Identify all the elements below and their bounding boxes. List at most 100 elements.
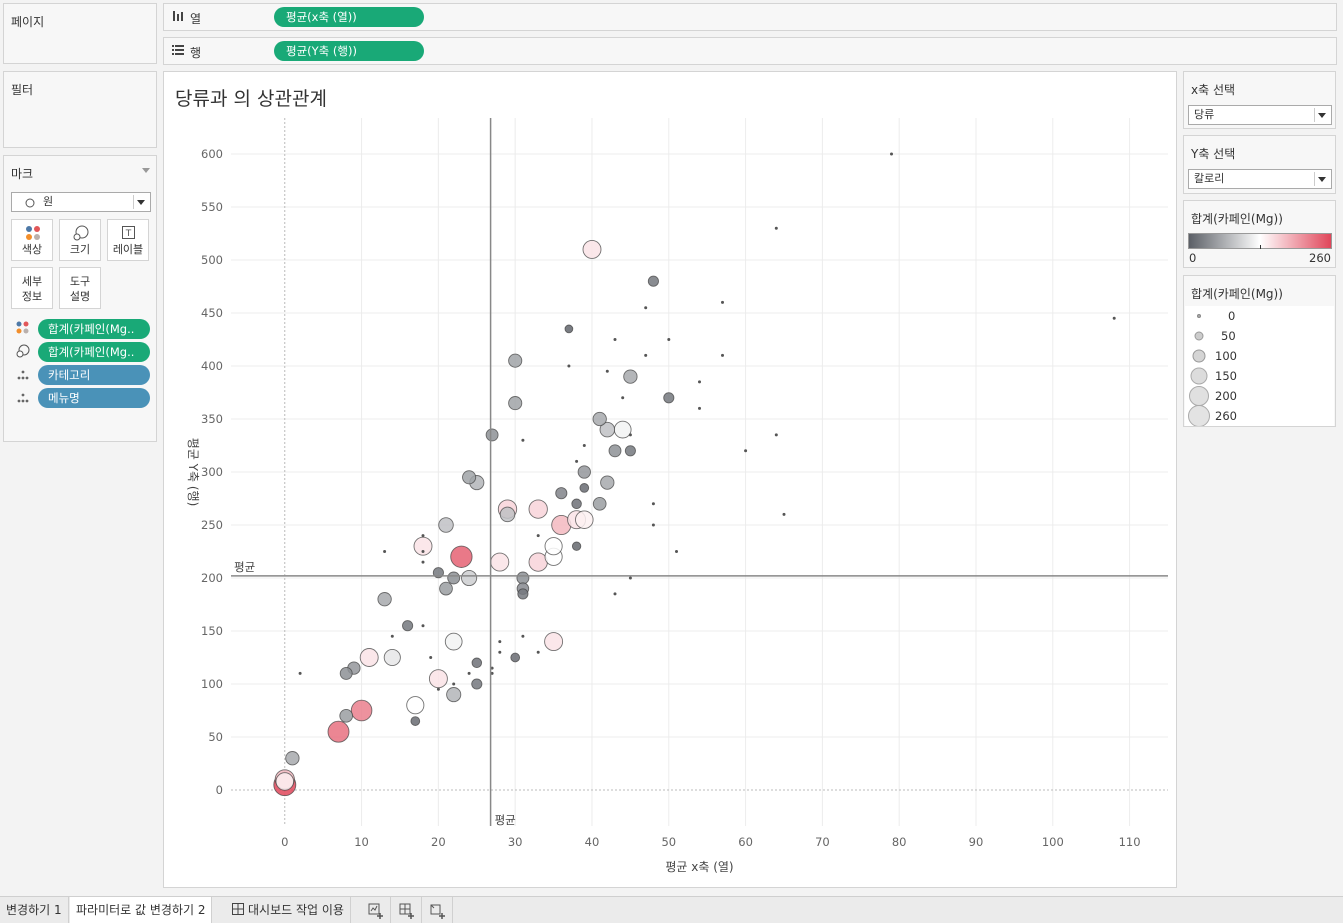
marks-menu-icon[interactable] bbox=[142, 168, 150, 174]
scatter-plot[interactable]: 0 10 20 30 40 50 60 70 80 90 100 110 0 50 100 150 200 250… bbox=[164, 72, 1176, 887]
tab-dashboard-label: 대시보드 작업 이용 bbox=[248, 903, 344, 917]
size-legend-title: 합계(카페인(Mg)) bbox=[1191, 287, 1283, 301]
filters-panel[interactable]: 필터 bbox=[3, 71, 157, 148]
scatter-point bbox=[498, 640, 502, 644]
columns-label: 열 bbox=[190, 12, 202, 26]
x-tick-label: 50 bbox=[661, 835, 676, 849]
new-worksheet-icon bbox=[368, 903, 383, 919]
size-legend-label: 260 bbox=[1215, 409, 1237, 423]
scatter-point bbox=[406, 696, 425, 715]
size-button[interactable]: 크기 bbox=[59, 219, 101, 261]
scatter-point bbox=[377, 592, 392, 607]
rows-pill[interactable]: 평균(Y축 (행)) bbox=[274, 41, 424, 61]
scatter-point bbox=[567, 364, 571, 368]
scatter-point bbox=[517, 588, 529, 600]
x-param-title: x축 선택 bbox=[1191, 83, 1236, 97]
circle-mark-icon bbox=[25, 198, 35, 208]
x-param-dropdown[interactable]: 당류 bbox=[1188, 105, 1332, 125]
size-field-pill[interactable]: 합계(카페인(Mg.. bbox=[38, 342, 150, 362]
y-param-panel[interactable]: Y축 선택 칼로리 bbox=[1183, 135, 1336, 194]
size-legend-circles bbox=[1188, 314, 1210, 426]
scatter-point bbox=[536, 534, 540, 538]
new-story-button[interactable] bbox=[423, 897, 453, 923]
size-legend-label: 200 bbox=[1215, 389, 1237, 403]
color-field-pill[interactable]: 합계(카페인(Mg.. bbox=[38, 319, 150, 339]
y-tick-label: 400 bbox=[201, 359, 223, 373]
color-legend-title: 합계(카페인(Mg)) bbox=[1191, 212, 1283, 226]
scatter-point bbox=[490, 666, 494, 670]
tab-sheet-2[interactable]: 파라미터로 값 변경하기 2 bbox=[70, 897, 213, 923]
scatter-point bbox=[675, 550, 678, 553]
color-icon bbox=[26, 226, 40, 240]
size-field-icon bbox=[16, 344, 30, 358]
scatter-point bbox=[508, 396, 523, 411]
scatter-point bbox=[890, 152, 893, 156]
y-tick-label: 350 bbox=[201, 412, 223, 426]
scatter-point bbox=[339, 666, 353, 680]
y-axis-title: 평균 Y축 (행) bbox=[186, 438, 201, 506]
scatter-point bbox=[536, 650, 540, 654]
scatter-point bbox=[582, 239, 602, 259]
mark-type-dropdown[interactable]: 원 bbox=[11, 192, 151, 212]
color-label: 색상 bbox=[21, 243, 43, 256]
y-param-dropdown[interactable]: 칼로리 bbox=[1188, 169, 1332, 189]
columns-pill[interactable]: 평균(x축 (열)) bbox=[274, 7, 424, 27]
x-mean-label: 평균 bbox=[495, 813, 516, 827]
color-legend[interactable]: 합계(카페인(Mg)) 0 260 bbox=[1183, 200, 1336, 268]
columns-shelf[interactable]: 열 평균(x축 (열)) bbox=[163, 3, 1337, 31]
scatter-point bbox=[275, 772, 295, 791]
scatter-point bbox=[439, 581, 453, 596]
scatter-point bbox=[613, 338, 617, 341]
y-tick-label: 0 bbox=[216, 783, 223, 797]
label-button[interactable]: T 레이블 bbox=[107, 219, 149, 261]
scatter-point bbox=[744, 449, 748, 453]
scatter-point bbox=[605, 369, 609, 373]
scatter-point bbox=[575, 459, 579, 463]
size-legend[interactable]: 합계(카페인(Mg)) 0 50 100 150 200 260 bbox=[1183, 275, 1336, 427]
scatter-point bbox=[429, 656, 433, 659]
y-tick-label: 550 bbox=[201, 200, 223, 214]
scatter-point bbox=[698, 406, 701, 410]
category-field-pill[interactable]: 카테고리 bbox=[38, 365, 150, 385]
scatter-point bbox=[444, 632, 463, 651]
x-tick-label: 10 bbox=[354, 835, 369, 849]
svg-text:T: T bbox=[125, 229, 132, 239]
scatter-point bbox=[774, 433, 778, 437]
size-legend-items: 0 50 100 150 200 260 bbox=[1185, 306, 1334, 426]
size-legend-label: 50 bbox=[1221, 329, 1236, 343]
scatter-point bbox=[499, 506, 516, 523]
y-tick-label: 50 bbox=[208, 730, 223, 744]
scatter-point bbox=[390, 634, 394, 638]
scatter-point bbox=[285, 751, 300, 766]
y-tick-label: 250 bbox=[201, 518, 223, 532]
scatter-point bbox=[428, 669, 448, 689]
tooltip-button[interactable]: 도구 설명 bbox=[59, 267, 101, 309]
tab-dashboard[interactable]: 대시보드 작업 이용 bbox=[225, 897, 351, 923]
tab-sheet-1[interactable]: 변경하기 1 bbox=[0, 897, 69, 923]
menu-name-field-pill[interactable]: 메뉴명 bbox=[38, 388, 150, 408]
new-worksheet-button[interactable] bbox=[361, 897, 391, 923]
detail-button[interactable]: 세부 정보 bbox=[11, 267, 53, 309]
scatter-point bbox=[421, 560, 425, 564]
marks-panel[interactable]: 마크 원 색상 크기 T 레이블 세부 정보 도구 설명 합계(카페인(Mg..… bbox=[3, 155, 157, 442]
pages-panel[interactable]: 페이지 bbox=[3, 3, 157, 64]
scatter-point bbox=[613, 592, 617, 596]
scatter-point bbox=[555, 487, 568, 500]
scatter-point bbox=[577, 465, 591, 479]
y-tick-label: 100 bbox=[201, 677, 223, 691]
new-dashboard-button[interactable] bbox=[392, 897, 422, 923]
chart-area[interactable]: 당류과 의 상관관계 0 10 20 30 40 50 60 70 80 90 100 110 0 50 1… bbox=[163, 71, 1177, 888]
color-legend-max: 260 bbox=[1309, 251, 1331, 265]
dashboard-icon bbox=[232, 903, 244, 915]
x-param-panel[interactable]: x축 선택 당류 bbox=[1183, 71, 1336, 129]
color-button[interactable]: 색상 bbox=[11, 219, 53, 261]
mark-type-value: 원 bbox=[43, 195, 54, 208]
scatter-point bbox=[721, 300, 724, 304]
scatter-point bbox=[471, 678, 483, 690]
scatter-point bbox=[667, 338, 671, 341]
rows-shelf[interactable]: 행 평균(Y축 (행)) bbox=[163, 37, 1337, 65]
scatter-point bbox=[298, 671, 302, 675]
scatter-point bbox=[436, 687, 440, 691]
scatter-point bbox=[383, 648, 401, 667]
scatter-point bbox=[461, 569, 478, 587]
